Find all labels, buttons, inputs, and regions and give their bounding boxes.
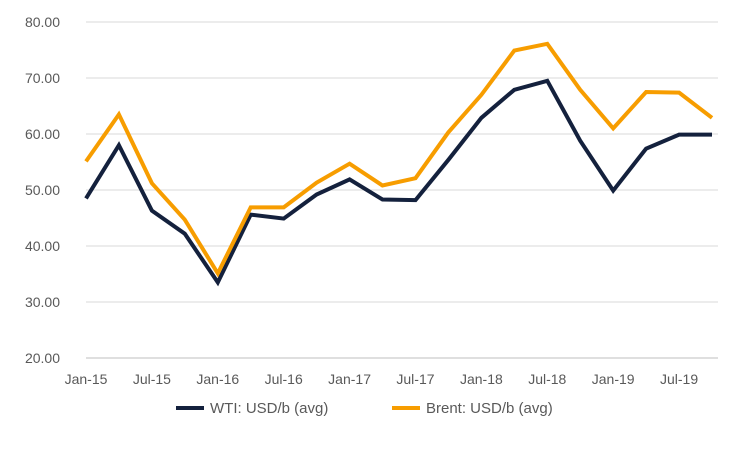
y-tick-label: 50.00 (25, 182, 60, 198)
gridlines (86, 21, 718, 303)
y-tick-label: 70.00 (25, 70, 60, 86)
legend-item-brent: Brent: USD/b (avg) (392, 400, 553, 417)
legend-item-wti: WTI: USD/b (avg) (176, 400, 328, 417)
x-tick-label: Jul-15 (133, 371, 171, 387)
legend: WTI: USD/b (avg) Brent: USD/b (avg) (176, 400, 553, 417)
series-line-wti (84, 78, 712, 287)
x-tick-label: Jul-19 (660, 371, 698, 387)
y-tick-label: 30.00 (25, 294, 60, 310)
legend-label: Brent: USD/b (avg) (426, 400, 553, 417)
x-tick-label: Jan-17 (328, 371, 371, 387)
x-tick-label: Jan-15 (65, 371, 108, 387)
legend-label: WTI: USD/b (avg) (210, 400, 328, 417)
y-tick-label: 40.00 (25, 238, 60, 254)
x-tick-label: Jan-19 (592, 371, 635, 387)
x-tick-label: Jul-17 (396, 371, 434, 387)
x-tick-label: Jul-16 (265, 371, 303, 387)
series-lines (84, 41, 714, 287)
y-tick-label: 80.00 (25, 14, 60, 30)
y-axis-ticks: 20.00 30.00 40.00 50.00 60.00 70.00 80.00 (25, 14, 60, 366)
series-line-brent (84, 41, 714, 278)
x-tick-label: Jul-18 (528, 371, 566, 387)
y-tick-label: 20.00 (25, 350, 60, 366)
x-tick-label: Jan-18 (460, 371, 503, 387)
x-tick-label: Jan-16 (196, 371, 239, 387)
y-tick-label: 60.00 (25, 126, 60, 142)
x-axis-ticks: Jan-15 Jul-15 Jan-16 Jul-16 Jan-17 Jul-17 Jan-… (65, 371, 699, 387)
